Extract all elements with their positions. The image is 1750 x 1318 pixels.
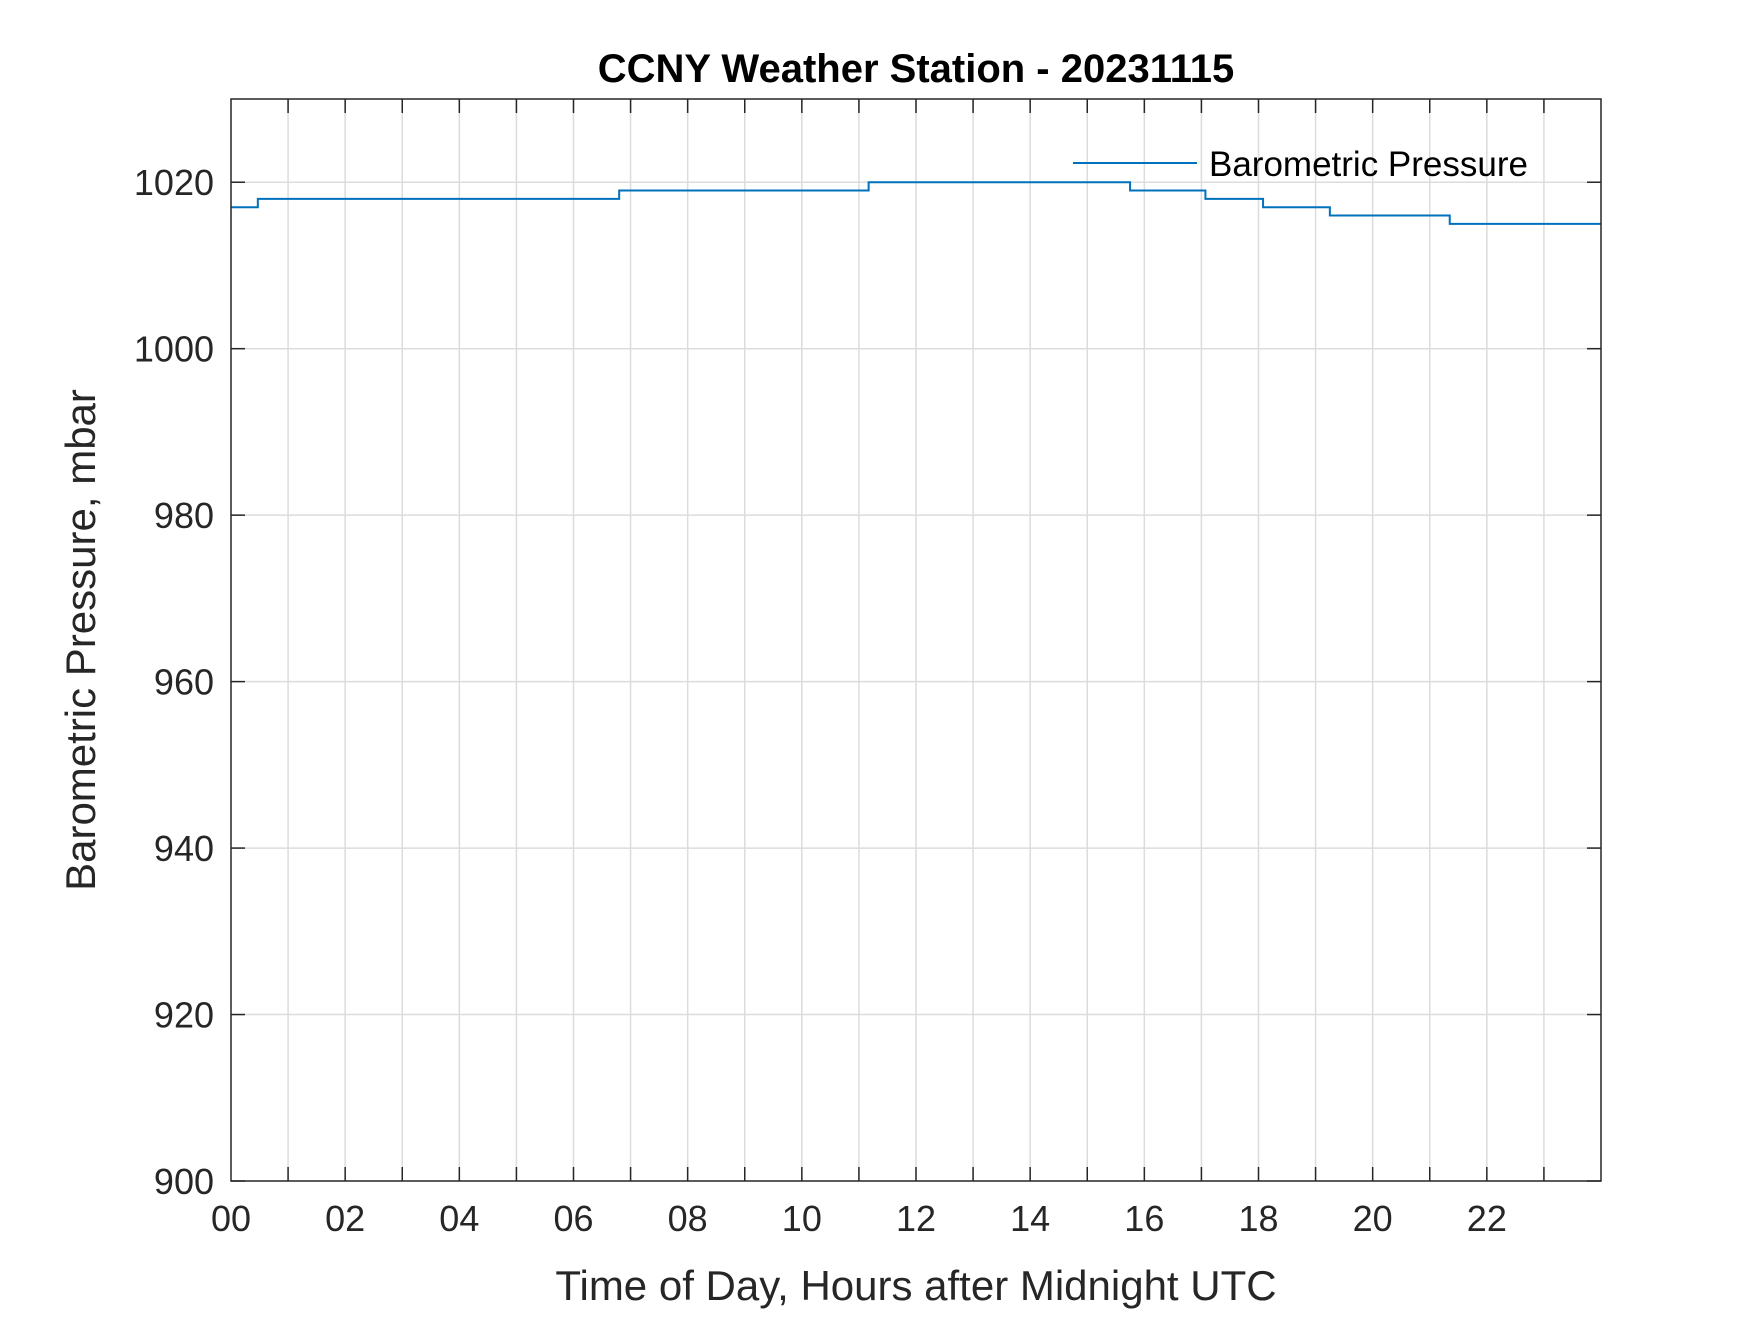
y-tick-label: 900 — [154, 1161, 214, 1202]
x-tick-label: 14 — [1010, 1198, 1050, 1239]
legend-label: Barometric Pressure — [1209, 145, 1528, 184]
legend: Barometric Pressure — [1073, 145, 1528, 184]
grid — [231, 99, 1601, 1181]
x-tick-label: 18 — [1238, 1198, 1278, 1239]
y-tick-label: 940 — [154, 828, 214, 869]
y-tick-label: 1020 — [134, 162, 214, 203]
x-tick-label: 22 — [1467, 1198, 1507, 1239]
ticks: 00 02 04 06 08 10 12 14 16 18 20 22 900 920 940 960 980 1… — [134, 99, 1601, 1239]
x-tick-label: 20 — [1353, 1198, 1393, 1239]
y-axis-label: Barometric Pressure, mbar — [57, 389, 104, 891]
chart-title: CCNY Weather Station - 20231115 — [598, 47, 1235, 91]
series — [231, 181, 1601, 225]
y-tick-label: 960 — [154, 662, 214, 703]
x-tick-label: 08 — [668, 1198, 708, 1239]
x-tick-label: 00 — [211, 1198, 251, 1239]
series-line — [231, 181, 1601, 225]
x-tick-label: 04 — [439, 1198, 479, 1239]
x-tick-label: 16 — [1124, 1198, 1164, 1239]
x-tick-label: 02 — [325, 1198, 365, 1239]
x-axis-label: Time of Day, Hours after Midnight UTC — [555, 1262, 1276, 1309]
y-tick-label: 1000 — [134, 329, 214, 370]
x-tick-label: 06 — [553, 1198, 593, 1239]
y-tick-label: 920 — [154, 995, 214, 1036]
x-tick-label: 12 — [896, 1198, 936, 1239]
x-tick-label: 10 — [782, 1198, 822, 1239]
y-tick-label: 980 — [154, 495, 214, 536]
